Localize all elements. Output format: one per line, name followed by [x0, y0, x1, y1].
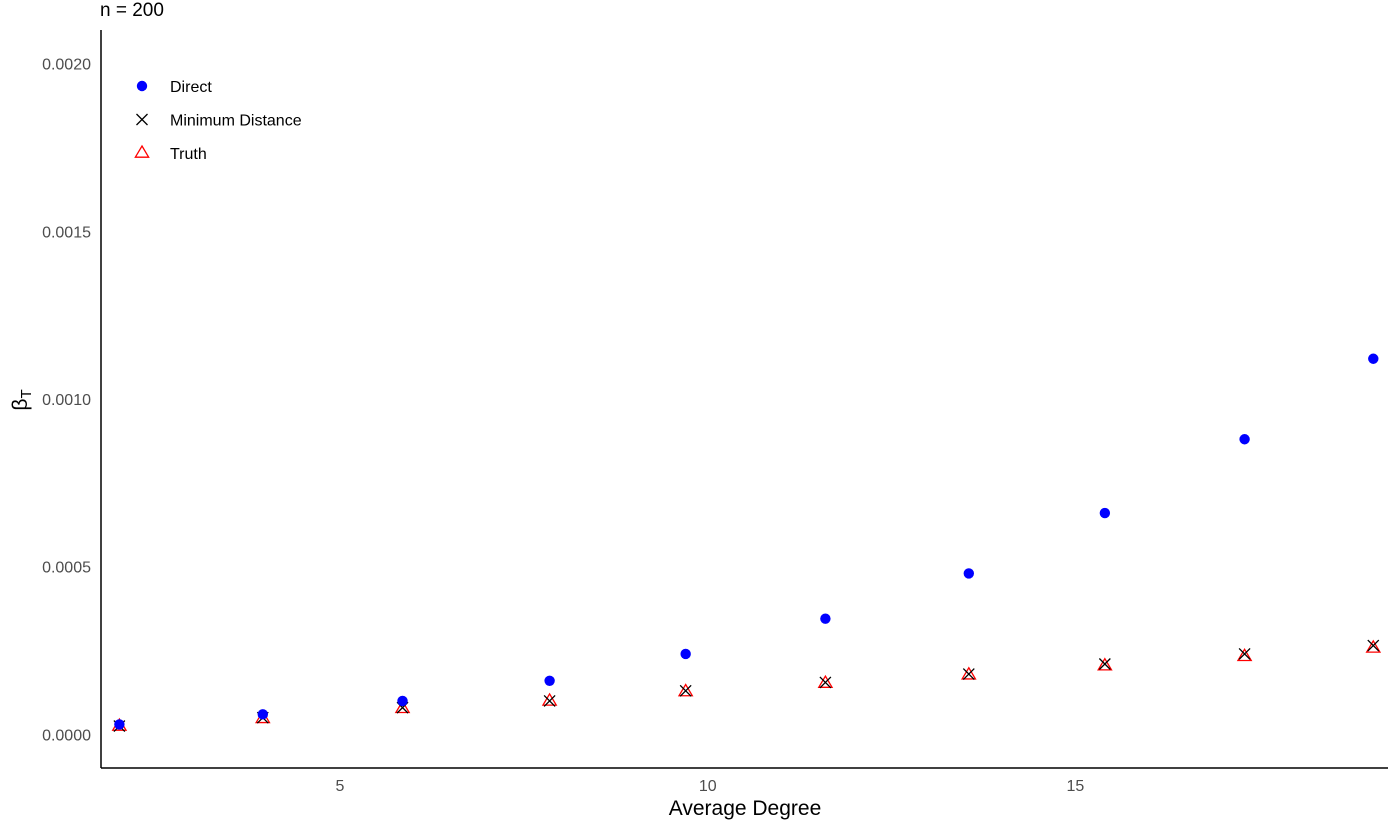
- x-tick-label: 15: [1067, 778, 1085, 795]
- axes: [100, 30, 1388, 769]
- legend-item: Truth: [134, 144, 207, 163]
- x-axis-title: Average Degree: [669, 797, 822, 820]
- data-point-circle: [257, 709, 268, 720]
- data-point-triangle: [1365, 639, 1382, 653]
- data-point-triangle: [1236, 648, 1253, 662]
- data-point-circle: [963, 568, 975, 579]
- data-point-circle: [820, 613, 831, 624]
- data-point-cross: [819, 676, 832, 689]
- y-tick-label: 0.0020: [42, 57, 91, 74]
- series-truth: [111, 639, 1382, 731]
- data-point-cross: [1098, 658, 1111, 670]
- legend: Direct Minimum Distance Truth: [134, 79, 302, 163]
- data-point-triangle: [394, 700, 411, 714]
- y-tick-label: 0.0015: [42, 224, 91, 241]
- y-axis-title-sub: T: [18, 389, 35, 398]
- data-point-triangle: [1097, 657, 1113, 671]
- data-point-circle: [114, 719, 125, 730]
- data-point-circle: [1239, 434, 1250, 445]
- x-axis-ticks: 5 10 15: [336, 778, 1085, 795]
- legend-key-cross: [136, 113, 148, 126]
- series-direct: [114, 353, 1379, 730]
- x-tick-label: 10: [699, 778, 717, 795]
- y-axis-title: βT: [9, 389, 35, 410]
- y-tick-label: 0.0000: [42, 727, 91, 744]
- data-point-circle: [1368, 353, 1379, 364]
- data-point-cross: [962, 668, 975, 681]
- legend-key-circle: [136, 80, 148, 92]
- legend-label: Direct: [170, 79, 212, 96]
- data-point-triangle: [961, 666, 977, 680]
- data-point-triangle: [541, 692, 558, 706]
- legend-key-triangle: [134, 144, 150, 158]
- data-point-cross: [1367, 639, 1380, 652]
- data-point-cross: [543, 694, 556, 707]
- data-point-cross: [1238, 647, 1251, 660]
- data-point-circle: [544, 675, 555, 686]
- data-point-triangle: [817, 674, 834, 688]
- y-axis-title-main: β: [9, 399, 32, 411]
- y-tick-label: 0.0005: [42, 560, 91, 577]
- x-tick-label: 5: [336, 778, 345, 795]
- series-minimum-distance: [113, 639, 1380, 733]
- data-points: [111, 353, 1382, 733]
- data-point-triangle: [677, 683, 694, 697]
- legend-label: Truth: [170, 146, 207, 163]
- chart-title: n = 200: [100, 0, 164, 21]
- legend-item: Minimum Distance: [136, 113, 302, 130]
- legend-item: Direct: [136, 79, 212, 96]
- legend-label: Minimum Distance: [170, 113, 302, 130]
- data-point-cross: [679, 684, 692, 697]
- data-point-circle: [680, 648, 691, 660]
- y-axis-ticks: 0.0000 0.0005 0.0010 0.0015 0.0020: [42, 57, 91, 745]
- data-point-circle: [1099, 507, 1111, 519]
- data-point-circle: [397, 695, 408, 707]
- y-tick-label: 0.0010: [42, 392, 91, 409]
